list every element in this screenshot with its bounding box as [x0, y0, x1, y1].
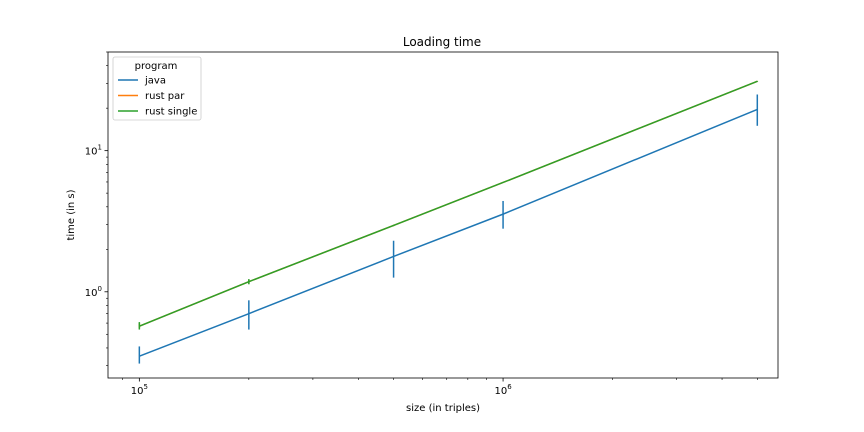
- x-tick-label-0: 105: [131, 383, 148, 397]
- legend: program java rust par rust single: [112, 56, 202, 121]
- legend-label-0: java: [144, 76, 166, 87]
- y-tick-label-1: 101: [85, 144, 102, 158]
- axes: 105 106 100 101: [85, 51, 758, 397]
- y-axis-label: time (in s): [66, 189, 77, 240]
- series-line-2: [139, 80, 758, 327]
- legend-frame: [112, 56, 202, 121]
- chart-title: Loading time: [403, 35, 481, 49]
- plot-frame: [107, 51, 779, 379]
- plot-area: [138, 80, 759, 364]
- y-tick-label-0: 100: [85, 285, 102, 299]
- x-axis-label: size (in triples): [406, 403, 480, 414]
- legend-label-2: rust single: [145, 107, 197, 118]
- legend-label-1: rust par: [145, 91, 185, 102]
- series-line-0: [139, 108, 758, 357]
- x-tick-label-1: 106: [494, 383, 512, 397]
- legend-title: program: [135, 61, 178, 72]
